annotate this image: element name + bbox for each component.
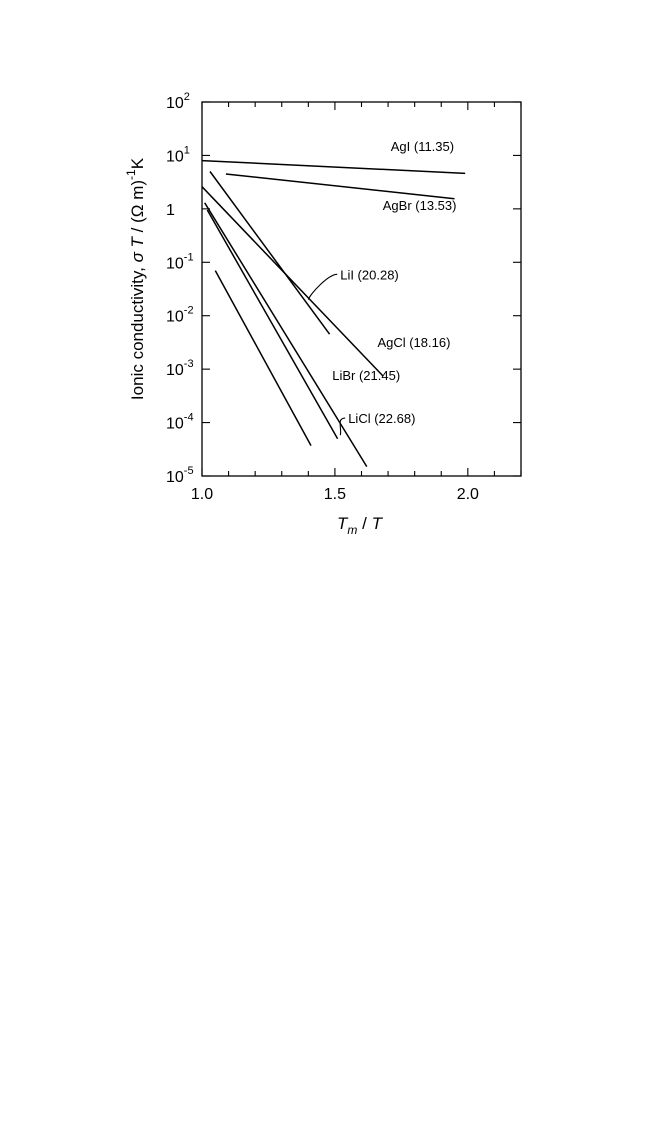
- x-axis-title: Tm / T: [337, 514, 384, 537]
- series-line-6: [214, 270, 312, 446]
- labels-layer: 1.0 1.5 2.0 102 101 1 10-1 10-2 10-3 10-4 10-5 AgI …: [166, 91, 479, 503]
- y-tick-label: 10-3: [166, 358, 194, 379]
- y-tick-label: 10-2: [166, 305, 194, 326]
- axis-ticks-layer: [201, 101, 522, 477]
- series-line-3: [201, 186, 384, 377]
- y-tick-label: 10-4: [166, 412, 194, 433]
- x-tick-label: 2.0: [457, 486, 479, 503]
- series-label-1: AgBr (13.53): [383, 198, 457, 213]
- x-tick-label: 1.5: [324, 486, 346, 503]
- series-line-0: [201, 159, 466, 175]
- series-label-3: AgCl (18.16): [377, 335, 450, 350]
- series-label-4: LiBr (21.45): [332, 368, 400, 383]
- series-label-5: LiCl (22.68): [348, 411, 415, 426]
- y-tick-label: 10-1: [166, 251, 194, 272]
- x-tick-label: 1.0: [191, 486, 213, 503]
- y-axis-title: Ionic conductivity, σ T / (Ω m)-1K: [124, 157, 147, 400]
- y-tick-label: 1: [166, 202, 175, 219]
- series-line-1: [225, 173, 455, 200]
- y-tick-label: 10-5: [166, 465, 194, 486]
- series-label-0: AgI (11.35): [391, 139, 454, 154]
- y-tick-label: 102: [166, 91, 190, 112]
- series-line-4: [206, 209, 339, 440]
- series-line-2: [209, 171, 331, 335]
- label-leader-2: [307, 273, 338, 300]
- y-tick-label: 101: [166, 144, 190, 165]
- label-leader-5: [339, 417, 346, 436]
- series-label-2: LiI (20.28): [340, 267, 399, 282]
